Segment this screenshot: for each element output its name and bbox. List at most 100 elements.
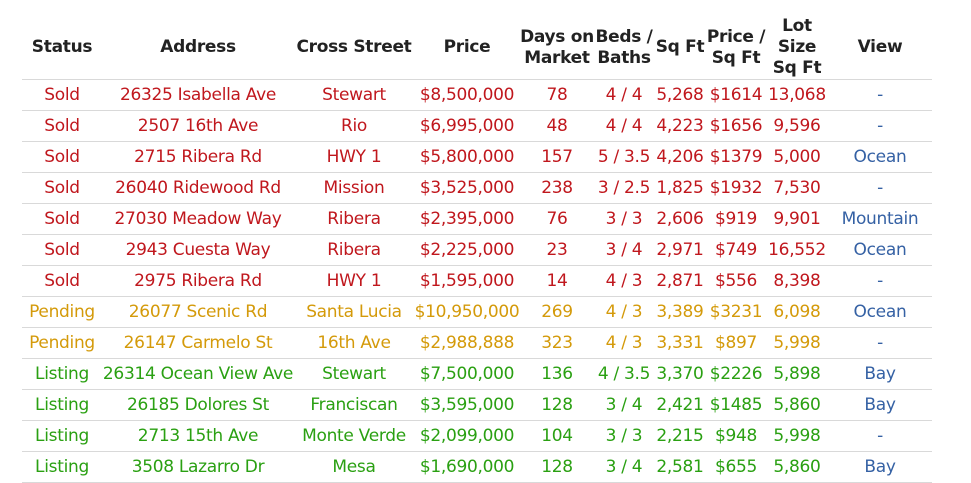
price-per-sqft-cell: $2226	[706, 358, 766, 390]
price-cell: $1,595,000	[414, 265, 520, 297]
status-cell: Listing	[22, 389, 102, 421]
table-row: Sold 26325 Isabella Ave Stewart $8,500,000 7…	[22, 79, 932, 111]
status-cell: Pending	[22, 296, 102, 328]
view-cell: Bay	[828, 358, 932, 390]
days-on-market-cell: 157	[520, 141, 594, 173]
address-cell: 3508 Lazarro Dr	[102, 451, 294, 483]
cross-street-cell: Ribera	[294, 203, 414, 235]
days-on-market-cell: 238	[520, 172, 594, 204]
table-row: Pending 26147 Carmelo St 16th Ave $2,988,88…	[22, 327, 932, 359]
days-on-market-cell: 128	[520, 389, 594, 421]
days-on-market-cell: 136	[520, 358, 594, 390]
price-cell: $5,800,000	[414, 141, 520, 173]
price-per-sqft-cell: $1485	[706, 389, 766, 421]
cross-street-cell: Ribera	[294, 234, 414, 266]
sq-ft-cell: 3,331	[654, 327, 706, 359]
price-cell: $2,099,000	[414, 420, 520, 452]
status-cell: Sold	[22, 110, 102, 142]
price-cell: $1,690,000	[414, 451, 520, 483]
days-on-market-cell: 23	[520, 234, 594, 266]
price-per-sqft-cell: $556	[706, 265, 766, 297]
header-days-on-market: Days on Market	[520, 26, 594, 68]
beds-baths-cell: 4 / 4	[594, 110, 654, 142]
price-per-sqft-cell: $3231	[706, 296, 766, 328]
header-status: Status	[31, 37, 93, 57]
beds-baths-cell: 4 / 3.5	[594, 358, 654, 390]
price-cell: $3,525,000	[414, 172, 520, 204]
sq-ft-cell: 2,606	[654, 203, 706, 235]
listings-table: Status Address Cross Street Price Days o…	[22, 16, 932, 483]
header-row: Status Address Cross Street Price Days o…	[22, 16, 932, 80]
price-per-sqft-cell: $1656	[706, 110, 766, 142]
table-row: Sold 2715 Ribera Rd HWY 1 $5,800,000 157 5 / …	[22, 141, 932, 173]
view-cell: Ocean	[828, 234, 932, 266]
beds-baths-cell: 5 / 3.5	[594, 141, 654, 173]
table-row: Listing 26314 Ocean View Ave Stewart $7,500…	[22, 358, 932, 390]
address-cell: 26147 Carmelo St	[102, 327, 294, 359]
address-cell: 26185 Dolores St	[102, 389, 294, 421]
table-row: Sold 2507 16th Ave Rio $6,995,000 48 4 / 4 4,2…	[22, 110, 932, 142]
table-row: Listing 3508 Lazarro Dr Mesa $1,690,000 128 3…	[22, 451, 932, 483]
view-cell: -	[828, 172, 932, 204]
cross-street-cell: HWY 1	[294, 141, 414, 173]
lot-size-cell: 7,530	[766, 172, 828, 204]
price-per-sqft-cell: $1379	[706, 141, 766, 173]
table-row: Pending 26077 Scenic Rd Santa Lucia $10,950…	[22, 296, 932, 328]
days-on-market-cell: 269	[520, 296, 594, 328]
lot-size-cell: 16,552	[766, 234, 828, 266]
days-on-market-cell: 78	[520, 79, 594, 111]
lot-size-cell: 5,860	[766, 389, 828, 421]
status-cell: Sold	[22, 234, 102, 266]
header-sq-ft: Sq Ft	[655, 37, 705, 57]
cross-street-cell: HWY 1	[294, 265, 414, 297]
header-price: Price	[443, 37, 491, 57]
status-cell: Sold	[22, 265, 102, 297]
status-cell: Sold	[22, 172, 102, 204]
status-cell: Listing	[22, 358, 102, 390]
cross-street-cell: Stewart	[294, 79, 414, 111]
price-cell: $2,988,888	[414, 327, 520, 359]
lot-size-cell: 13,068	[766, 79, 828, 111]
price-per-sqft-cell: $1932	[706, 172, 766, 204]
beds-baths-cell: 3 / 4	[594, 234, 654, 266]
view-cell: Bay	[828, 451, 932, 483]
view-cell: Bay	[828, 389, 932, 421]
status-cell: Sold	[22, 79, 102, 111]
table-row: Sold 2975 Ribera Rd HWY 1 $1,595,000 14 4 / 3…	[22, 265, 932, 297]
beds-baths-cell: 3 / 2.5	[594, 172, 654, 204]
sq-ft-cell: 3,389	[654, 296, 706, 328]
status-cell: Pending	[22, 327, 102, 359]
view-cell: -	[828, 110, 932, 142]
beds-baths-cell: 4 / 3	[594, 296, 654, 328]
sq-ft-cell: 2,215	[654, 420, 706, 452]
cross-street-cell: Franciscan	[294, 389, 414, 421]
cross-street-cell: Santa Lucia	[294, 296, 414, 328]
cross-street-cell: Mesa	[294, 451, 414, 483]
view-cell: -	[828, 265, 932, 297]
price-cell: $6,995,000	[414, 110, 520, 142]
days-on-market-cell: 104	[520, 420, 594, 452]
price-cell: $7,500,000	[414, 358, 520, 390]
table-row: Listing 2713 15th Ave Monte Verde $2,099,00…	[22, 420, 932, 452]
address-cell: 26040 Ridewood Rd	[102, 172, 294, 204]
beds-baths-cell: 4 / 3	[594, 327, 654, 359]
price-per-sqft-cell: $897	[706, 327, 766, 359]
sq-ft-cell: 4,206	[654, 141, 706, 173]
lot-size-cell: 6,098	[766, 296, 828, 328]
lot-size-cell: 5,000	[766, 141, 828, 173]
sq-ft-cell: 2,871	[654, 265, 706, 297]
view-cell: -	[828, 420, 932, 452]
cross-street-cell: Mission	[294, 172, 414, 204]
price-per-sqft-cell: $948	[706, 420, 766, 452]
header-cross-street: Cross Street	[296, 37, 412, 57]
listings-table-container: Status Address Cross Street Price Days o…	[22, 16, 932, 483]
days-on-market-cell: 76	[520, 203, 594, 235]
header-lot-size: Lot Size Sq Ft	[772, 16, 822, 78]
days-on-market-cell: 323	[520, 327, 594, 359]
address-cell: 27030 Meadow Way	[102, 203, 294, 235]
address-cell: 2715 Ribera Rd	[102, 141, 294, 173]
beds-baths-cell: 3 / 3	[594, 203, 654, 235]
view-cell: -	[828, 79, 932, 111]
sq-ft-cell: 1,825	[654, 172, 706, 204]
table-row: Sold 2943 Cuesta Way Ribera $2,225,000 23 3 /…	[22, 234, 932, 266]
